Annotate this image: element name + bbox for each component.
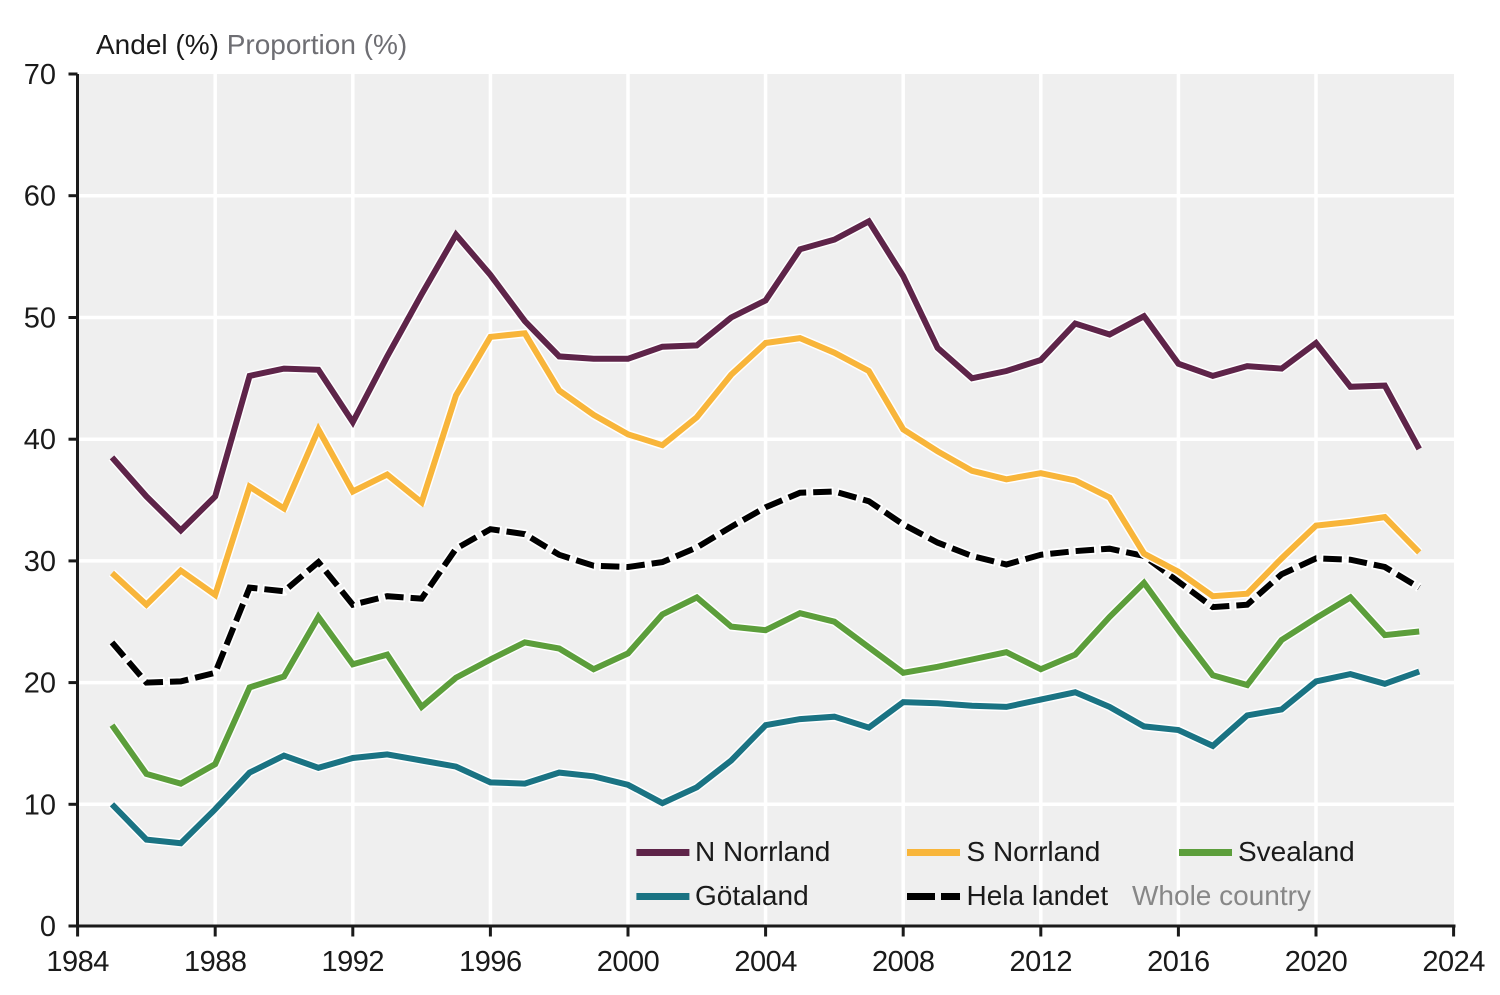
svg-text:70: 70 bbox=[24, 59, 56, 91]
svg-text:1988: 1988 bbox=[184, 946, 247, 978]
svg-text:60: 60 bbox=[24, 181, 56, 213]
svg-text:20: 20 bbox=[24, 668, 56, 700]
svg-text:Svealand: Svealand bbox=[1238, 836, 1355, 867]
svg-text:Andel (%) Proportion (%): Andel (%) Proportion (%) bbox=[96, 29, 407, 60]
svg-text:Whole country: Whole country bbox=[1132, 880, 1311, 911]
svg-text:0: 0 bbox=[40, 911, 56, 943]
svg-text:40: 40 bbox=[24, 424, 56, 456]
svg-text:2020: 2020 bbox=[1285, 946, 1348, 978]
svg-text:2000: 2000 bbox=[597, 946, 660, 978]
svg-text:1992: 1992 bbox=[322, 946, 385, 978]
svg-text:2004: 2004 bbox=[734, 946, 797, 978]
svg-text:2012: 2012 bbox=[1010, 946, 1073, 978]
svg-text:Hela landet: Hela landet bbox=[967, 880, 1109, 911]
svg-text:30: 30 bbox=[24, 546, 56, 578]
svg-text:N Norrland: N Norrland bbox=[695, 836, 830, 867]
svg-text:1996: 1996 bbox=[459, 946, 522, 978]
svg-text:1984: 1984 bbox=[46, 946, 109, 978]
svg-text:S Norrland: S Norrland bbox=[967, 836, 1101, 867]
svg-text:2016: 2016 bbox=[1147, 946, 1210, 978]
svg-text:10: 10 bbox=[24, 789, 56, 821]
svg-text:2008: 2008 bbox=[872, 946, 935, 978]
svg-text:50: 50 bbox=[24, 303, 56, 335]
svg-text:Götaland: Götaland bbox=[695, 880, 809, 911]
svg-text:2024: 2024 bbox=[1422, 946, 1485, 978]
